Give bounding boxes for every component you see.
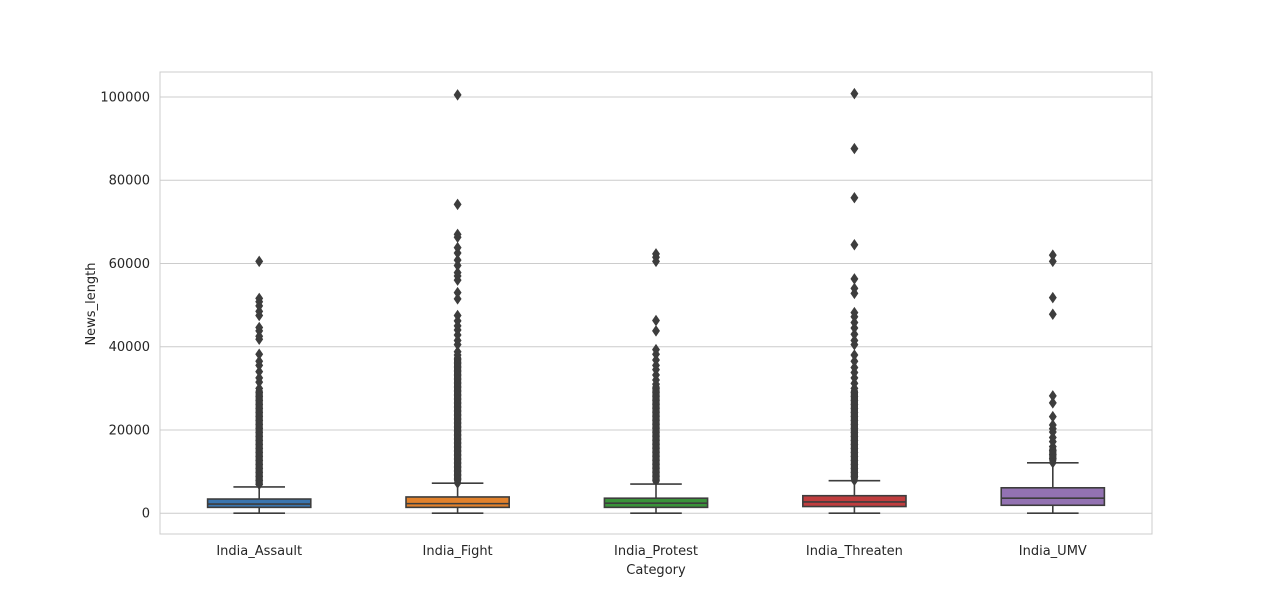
outlier-point <box>255 355 264 367</box>
x-tick-label: India_UMV <box>1019 544 1087 559</box>
x-axis-ticks: India_Assault India_Fight India_Protest Ind… <box>216 544 1087 559</box>
outlier-point <box>652 248 660 260</box>
outlier-point <box>255 365 264 378</box>
x-tick-label: India_Assault <box>216 544 302 559</box>
outlier-point <box>850 355 859 367</box>
box-group <box>802 87 907 514</box>
x-axis-label: Category <box>626 563 686 578</box>
outlier-point <box>453 345 462 358</box>
outlier-point <box>850 349 859 361</box>
outlier-point <box>453 228 462 241</box>
outlier-point <box>255 372 264 384</box>
outlier-point <box>453 198 462 211</box>
y-tick-label: 100000 <box>100 90 150 105</box>
box-group <box>1000 249 1106 514</box>
box <box>1000 486 1106 507</box>
box <box>802 494 907 508</box>
outlier-point <box>1048 419 1057 431</box>
outlier-point <box>850 306 859 319</box>
plot-area <box>206 87 1106 514</box>
y-axis-ticks: 0 20000 40000 60000 80000 100000 <box>100 90 150 521</box>
outlier-point <box>1048 390 1057 402</box>
outlier-point <box>850 142 859 155</box>
outlier-point <box>255 348 264 360</box>
outlier-point <box>652 314 660 327</box>
outlier-point <box>850 316 859 329</box>
outlier-point <box>850 87 859 100</box>
box <box>405 496 510 509</box>
outlier-point <box>1048 397 1057 409</box>
outlier-point <box>453 293 462 305</box>
y-tick-label: 80000 <box>109 174 150 189</box>
box-group <box>603 248 709 514</box>
outlier-point <box>453 266 462 279</box>
outlier-point <box>1048 308 1057 320</box>
outlier-point <box>453 241 462 254</box>
outlier-point <box>255 255 264 268</box>
outlier-point <box>453 309 462 322</box>
box-group <box>405 89 510 514</box>
outlier-point <box>1048 255 1057 268</box>
outlier-point <box>453 286 462 299</box>
outlier-point <box>1048 249 1057 261</box>
x-tick-label: India_Protest <box>614 544 698 559</box>
y-tick-label: 60000 <box>109 257 150 272</box>
outlier-point <box>652 325 660 337</box>
outlier-point <box>850 282 859 295</box>
x-tick-label: India_Fight <box>423 544 493 559</box>
box <box>206 498 312 509</box>
outlier-point <box>652 354 660 366</box>
y-tick-label: 0 <box>142 507 150 522</box>
outlier-point <box>850 334 859 347</box>
outlier-point <box>1048 291 1057 304</box>
y-tick-label: 20000 <box>109 423 150 438</box>
plot-frame <box>159 71 1153 535</box>
y-axis-label: News_length <box>84 262 99 345</box>
outlier-point <box>453 254 462 266</box>
x-tick-label: India_Threaten <box>806 544 903 559</box>
outlier-point <box>652 343 660 356</box>
outlier-point <box>255 292 264 305</box>
outlier-point <box>850 361 859 374</box>
outlier-point <box>850 191 859 204</box>
outlier-point <box>850 239 859 251</box>
outlier-point <box>255 321 264 334</box>
outlier-point <box>850 328 859 340</box>
outlier-point <box>1048 410 1057 423</box>
outlier-point <box>453 89 462 101</box>
box-group <box>206 255 312 514</box>
y-tick-label: 40000 <box>109 340 150 355</box>
outlier-point <box>850 273 859 285</box>
